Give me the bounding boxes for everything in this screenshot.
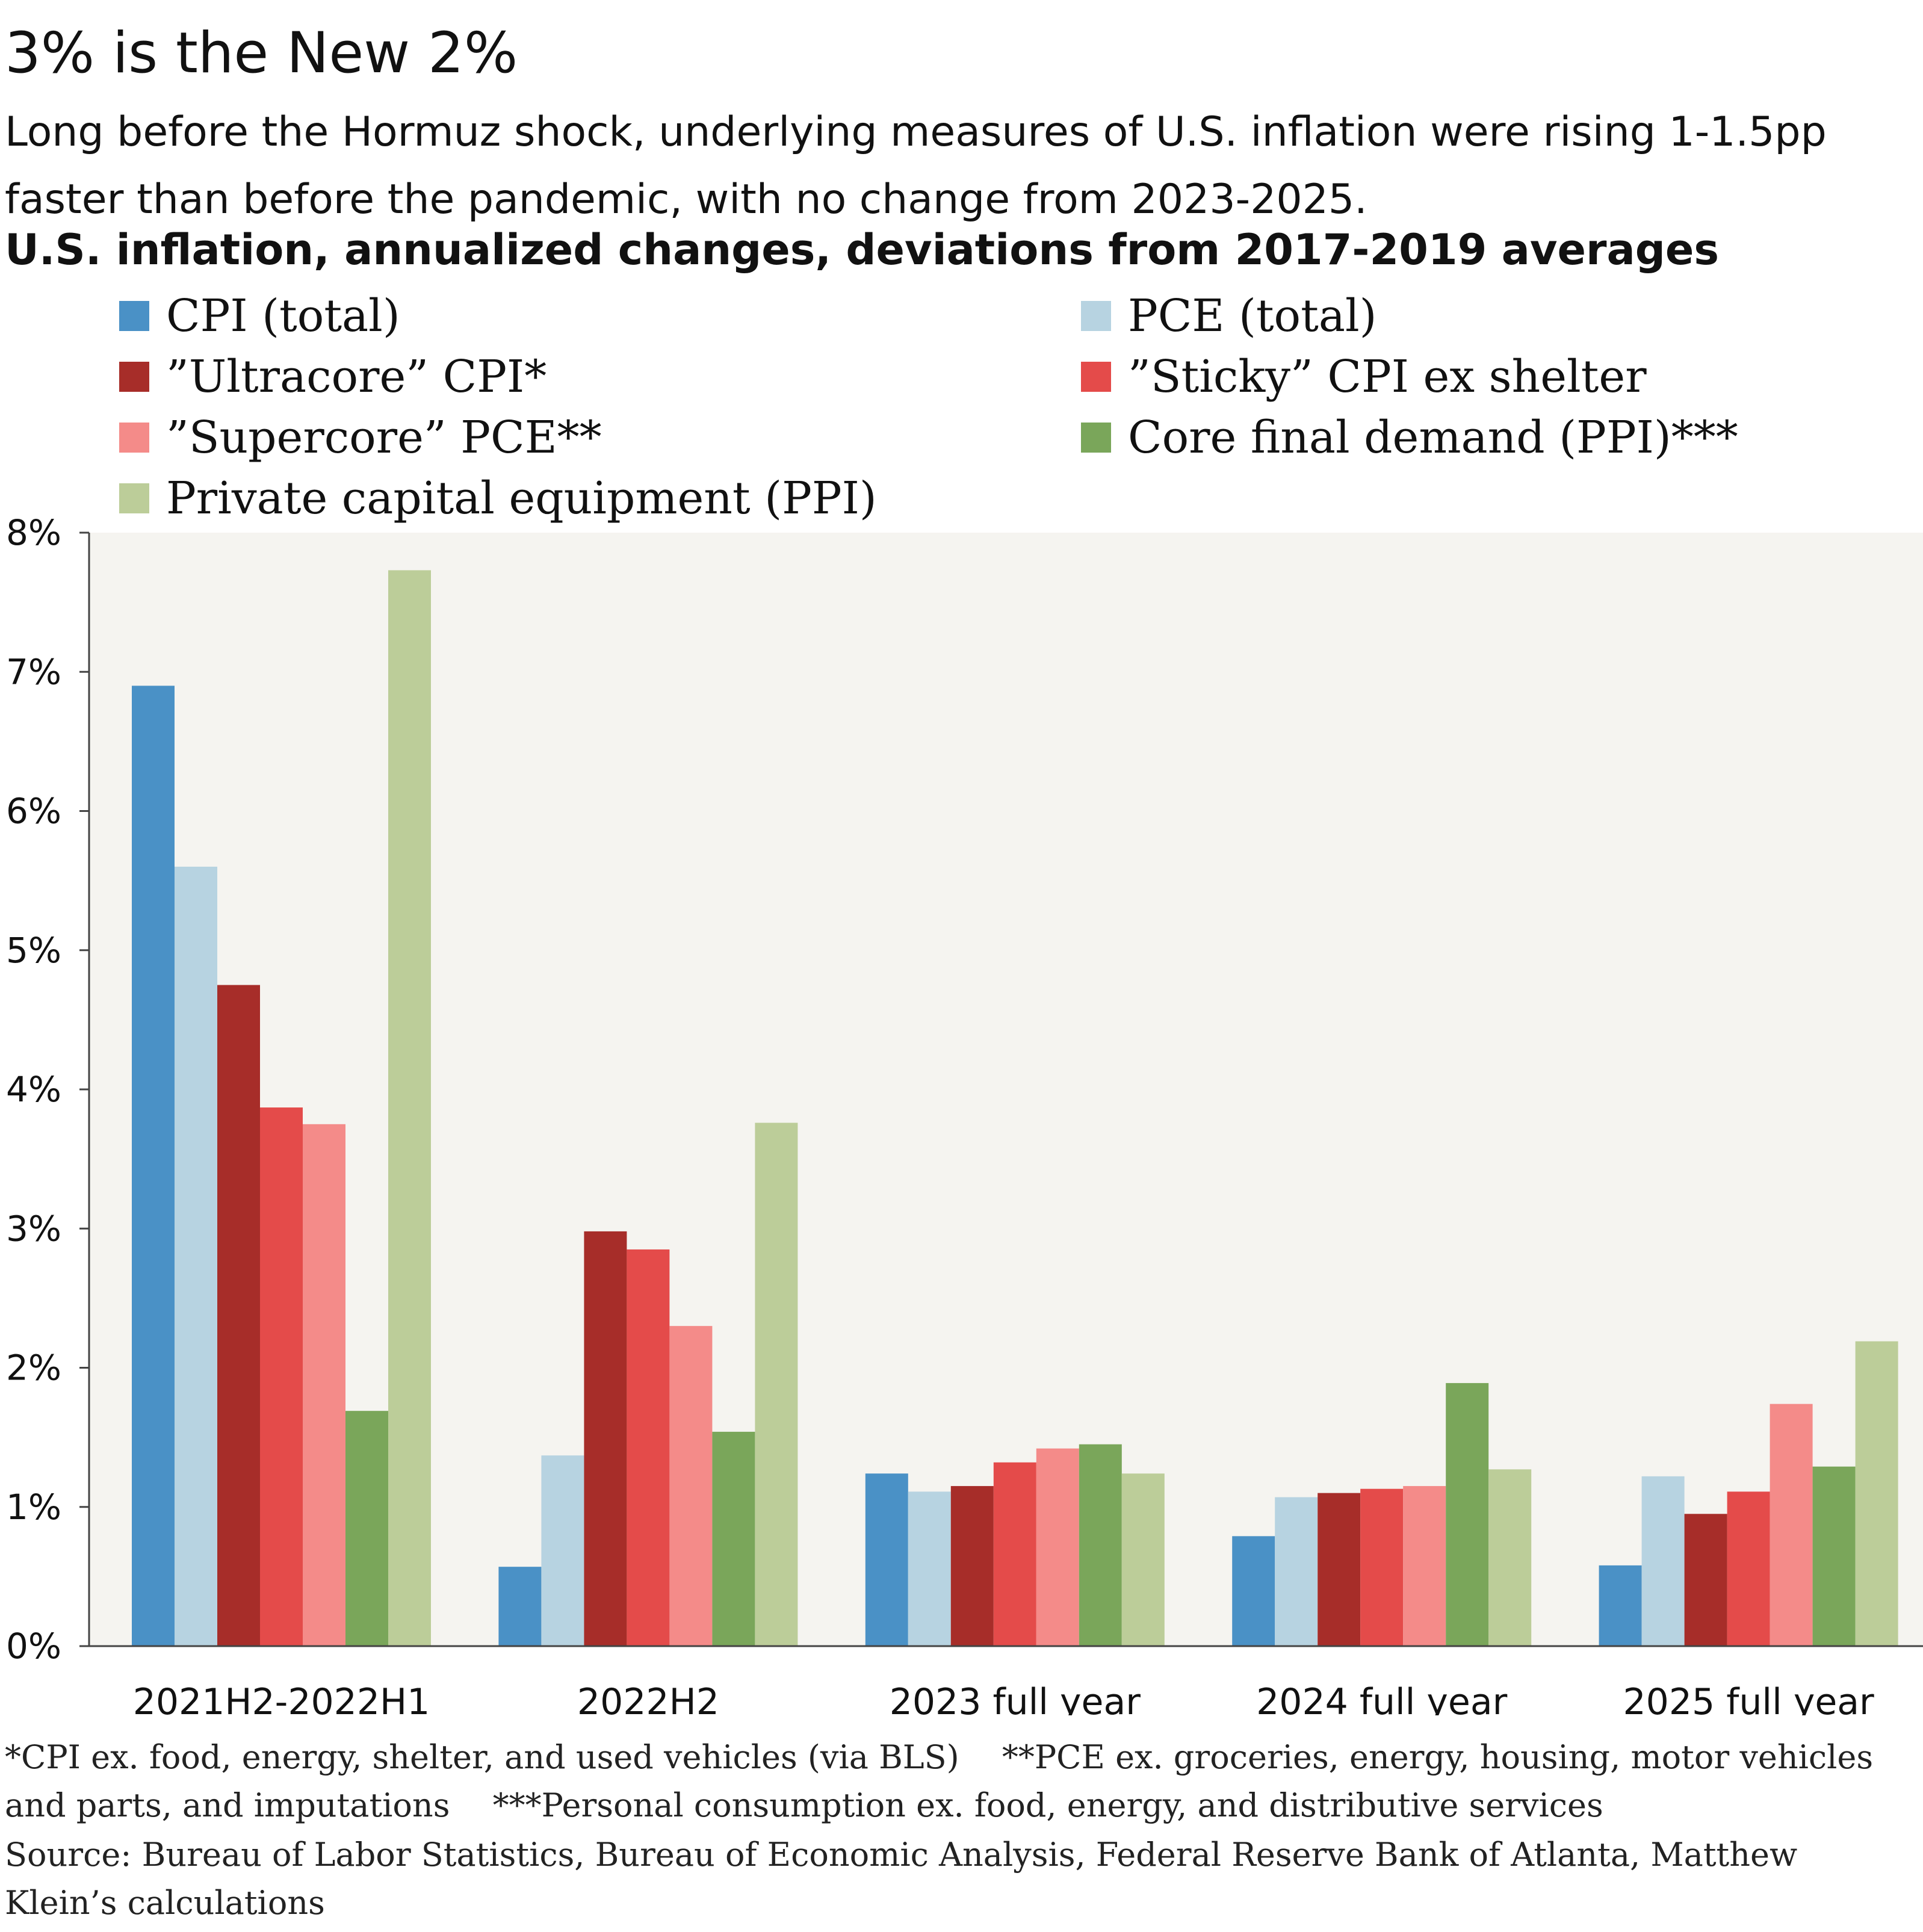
bar-ultracore-cpi-2025-full-year (1684, 1514, 1727, 1646)
legend-label: ”Ultracore” CPI* (166, 351, 547, 403)
legend-item-private-capital-equipment-ppi: Private capital equipment (PPI) (119, 472, 877, 524)
y-tick-label: 6% (6, 791, 61, 832)
legend-swatch (119, 301, 149, 331)
legend-swatch (1081, 423, 1111, 453)
bar-cpi-total-2024-full-year (1232, 1536, 1275, 1646)
legend-label: Core final demand (PPI)*** (1128, 412, 1738, 463)
legend-item-sticky-cpi-ex-shelter: ”Sticky” CPI ex shelter (1081, 351, 1647, 403)
bar-ultracore-cpi-2024-full-year (1318, 1493, 1361, 1646)
bar-supercore-pce-2025-full-year (1770, 1404, 1813, 1646)
legend-swatch (1081, 301, 1111, 331)
legend-item-cpi-total: CPI (total) (119, 290, 400, 342)
chart-title: 3% is the New 2% (5, 20, 518, 86)
legend-item-supercore-pce: ”Supercore” PCE** (119, 412, 602, 463)
y-tick-label: 0% (6, 1626, 61, 1667)
legend-item-pce-total: PCE (total) (1081, 290, 1377, 342)
footnote: *CPI ex. food, energy, shelter, and used… (5, 1738, 1874, 1824)
bar-cpi-total-2022h2 (498, 1567, 542, 1646)
y-tick-label: 1% (6, 1487, 61, 1528)
bar-sticky-cpi-ex-shelter-2024-full-year (1360, 1488, 1404, 1646)
bar-supercore-pce-2023-full-year (1036, 1448, 1079, 1646)
bar-supercore-pce-2024-full-year (1403, 1486, 1446, 1646)
y-tick-label: 3% (6, 1208, 61, 1249)
legend-swatch (1081, 362, 1111, 392)
bar-core-final-demand-ppi-2025-full-year (1812, 1466, 1856, 1646)
legend-label: PCE (total) (1128, 290, 1377, 342)
bar-private-capital-equipment-ppi-2022h2 (755, 1122, 798, 1646)
bar-pce-total-2021h2-2022h1 (175, 867, 217, 1646)
bar-core-final-demand-ppi-2022h2 (712, 1431, 755, 1646)
bar-pce-total-2025-full-year (1641, 1476, 1685, 1646)
y-tick-label: 4% (6, 1069, 61, 1110)
source-note: Source: Bureau of Labor Statistics, Bure… (5, 1836, 1798, 1922)
bar-sticky-cpi-ex-shelter-2022h2 (627, 1249, 670, 1646)
bar-ultracore-cpi-2021h2-2022h1 (217, 985, 260, 1646)
legend-label: ”Supercore” PCE** (166, 412, 602, 463)
y-tick-label: 5% (6, 930, 61, 971)
legend-swatch (119, 423, 149, 453)
bar-cpi-total-2025-full-year (1599, 1565, 1642, 1646)
bar-core-final-demand-ppi-2023-full-year (1079, 1444, 1122, 1646)
bar-sticky-cpi-ex-shelter-2023-full-year (993, 1462, 1036, 1646)
bar-pce-total-2023-full-year (908, 1491, 951, 1646)
legend-swatch (119, 362, 149, 392)
bar-cpi-total-2021h2-2022h1 (132, 686, 175, 1646)
bar-sticky-cpi-ex-shelter-2021h2-2022h1 (260, 1107, 303, 1646)
x-tick-label: 2024 full year (1256, 1681, 1508, 1715)
bar-private-capital-equipment-ppi-2021h2-2022h1 (388, 570, 431, 1646)
bar-sticky-cpi-ex-shelter-2025-full-year (1727, 1491, 1770, 1646)
bar-chart: 0% 1% 2% 3% 4% 5% 6% 7% 8% 2021H2-2022H1 2022H2 202… (6, 512, 1923, 1715)
y-tick-label: 8% (6, 512, 61, 553)
bar-core-final-demand-ppi-2021h2-2022h1 (345, 1411, 388, 1646)
x-tick-label: 2025 full year (1623, 1681, 1875, 1715)
bar-ultracore-cpi-2023-full-year (950, 1486, 994, 1646)
legend-item-ultracore-cpi: ”Ultracore” CPI* (119, 351, 547, 403)
chart-heading: U.S. inflation, annualized changes, devi… (5, 225, 1720, 274)
bar-private-capital-equipment-ppi-2023-full-year (1121, 1473, 1165, 1646)
y-tick-label: 7% (6, 651, 61, 692)
bar-private-capital-equipment-ppi-2025-full-year (1855, 1341, 1898, 1646)
bar-private-capital-equipment-ppi-2024-full-year (1488, 1469, 1532, 1646)
bar-pce-total-2024-full-year (1275, 1497, 1318, 1646)
bar-cpi-total-2023-full-year (865, 1473, 908, 1646)
legend-item-core-final-demand-ppi: Core final demand (PPI)*** (1081, 412, 1738, 463)
legend-label: Private capital equipment (PPI) (166, 472, 877, 524)
y-tick-label: 2% (6, 1348, 61, 1389)
legend-swatch (119, 483, 149, 513)
legend-label: CPI (total) (166, 290, 400, 342)
x-tick-label: 2023 full year (890, 1681, 1141, 1715)
bar-supercore-pce-2021h2-2022h1 (303, 1124, 345, 1646)
chart-subtitle: Long before the Hormuz shock, underlying… (5, 108, 1827, 223)
bar-supercore-pce-2022h2 (669, 1326, 713, 1646)
bar-pce-total-2022h2 (541, 1455, 584, 1646)
x-tick-label: 2022H2 (577, 1681, 719, 1715)
bar-ultracore-cpi-2022h2 (584, 1231, 627, 1646)
legend-label: ”Sticky” CPI ex shelter (1128, 351, 1647, 403)
bar-core-final-demand-ppi-2024-full-year (1446, 1382, 1489, 1646)
x-tick-label: 2021H2-2022H1 (133, 1681, 430, 1715)
